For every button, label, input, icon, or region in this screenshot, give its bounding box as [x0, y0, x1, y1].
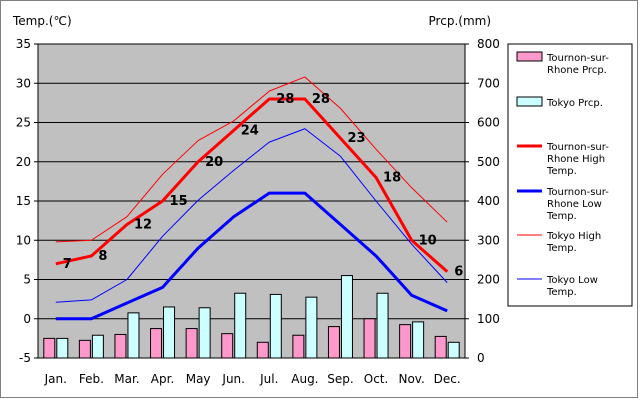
precip-bar	[305, 296, 318, 359]
legend-label: Temp.	[546, 211, 577, 222]
legend-label: Tournon-sur-	[546, 142, 609, 153]
precip-bar	[292, 334, 305, 359]
left-tick-label: -5	[19, 351, 31, 365]
legend-swatch	[516, 96, 543, 107]
precip-bar	[150, 328, 163, 359]
x-tick-label: Dec.	[434, 372, 461, 386]
right-tick-label: 400	[477, 194, 500, 208]
data-label: 24	[241, 123, 259, 138]
left-tick-label: 25	[16, 116, 31, 130]
x-tick-label: Jul.	[259, 372, 278, 386]
legend-label: Tokyo Prcp.	[546, 98, 603, 109]
right-tick-label: 800	[477, 37, 500, 51]
right-tick-label: 0	[477, 351, 485, 365]
x-tick-label: Jan.	[44, 372, 67, 386]
precip-bar	[78, 339, 91, 359]
precip-bar	[399, 324, 412, 359]
right-axis-title: Prcp.(mm)	[429, 14, 491, 28]
data-label: 28	[276, 92, 294, 107]
precip-bar	[43, 337, 56, 359]
right-tick-label: 200	[477, 273, 500, 287]
precip-bar	[234, 292, 247, 359]
legend-swatch	[516, 51, 543, 62]
left-axis-title: Temp.(℃)	[12, 14, 72, 28]
left-tick-label: 0	[23, 312, 31, 326]
right-tick-label: 300	[477, 233, 500, 247]
x-tick-label: Apr.	[151, 372, 174, 386]
right-tick-label: 700	[477, 76, 500, 90]
precip-bar	[198, 307, 211, 359]
x-tick-label: Sep.	[327, 372, 353, 386]
left-tick-label: 10	[16, 233, 31, 247]
legend-label: Temp.	[546, 287, 577, 298]
data-label: 18	[383, 170, 401, 185]
left-tick-label: 30	[16, 76, 31, 90]
temp-line-1	[55, 191, 448, 321]
left-tick-label: 20	[16, 155, 31, 169]
data-label: 28	[312, 92, 330, 107]
precip-bar	[56, 337, 69, 359]
x-tick-label: Oct.	[364, 372, 389, 386]
precip-bar	[163, 306, 176, 359]
precip-bar	[340, 275, 353, 359]
data-label: 6	[454, 265, 463, 280]
left-tick-label: 15	[16, 194, 31, 208]
precip-bar	[91, 334, 104, 359]
left-tick-label: 35	[16, 37, 31, 51]
x-tick-label: Nov.	[398, 372, 424, 386]
precip-bar	[127, 312, 140, 359]
precip-bar	[434, 335, 447, 359]
data-label: 15	[170, 194, 188, 209]
legend-label: Tournon-sur-	[546, 187, 609, 198]
data-label: 7	[63, 257, 72, 272]
right-tick-label: 600	[477, 116, 500, 130]
precip-bar	[221, 333, 234, 359]
x-tick-label: Aug.	[291, 372, 318, 386]
legend-label: Rhone Low	[547, 199, 602, 210]
precip-bar	[114, 333, 127, 359]
precip-bar	[185, 328, 198, 359]
legend-box	[507, 43, 633, 307]
precip-bar	[447, 341, 460, 359]
temp-line-2	[55, 76, 448, 243]
temp-line-3	[55, 128, 448, 303]
data-label: 10	[419, 233, 437, 248]
precip-bar	[327, 326, 340, 359]
legend-label: Tournon-sur-	[546, 53, 609, 64]
right-tick-label: 500	[477, 155, 500, 169]
precip-bar	[256, 341, 269, 359]
x-tick-label: Feb.	[79, 372, 104, 386]
legend-label: Tokyo Low	[546, 275, 598, 286]
data-label: 20	[205, 155, 223, 170]
right-tick-label: 100	[477, 312, 500, 326]
precip-bar	[376, 292, 389, 359]
precip-bar	[269, 293, 282, 359]
data-label: 8	[98, 249, 107, 264]
temp-line-0	[55, 97, 449, 273]
legend-label: Rhone High	[547, 154, 605, 165]
legend-label: Tokyo High	[546, 231, 601, 242]
legend-label: Rhone Prcp.	[547, 65, 607, 76]
precip-bar	[363, 318, 376, 359]
data-label: 23	[347, 131, 365, 146]
legend-label: Temp.	[546, 166, 577, 177]
precip-bar	[412, 321, 425, 359]
x-tick-label: Mar.	[114, 372, 139, 386]
x-tick-label: Jun.	[221, 372, 245, 386]
x-tick-label: May	[186, 372, 211, 386]
left-tick-label: 5	[23, 273, 31, 287]
data-label: 12	[134, 218, 152, 233]
legend-label: Temp.	[546, 243, 577, 254]
